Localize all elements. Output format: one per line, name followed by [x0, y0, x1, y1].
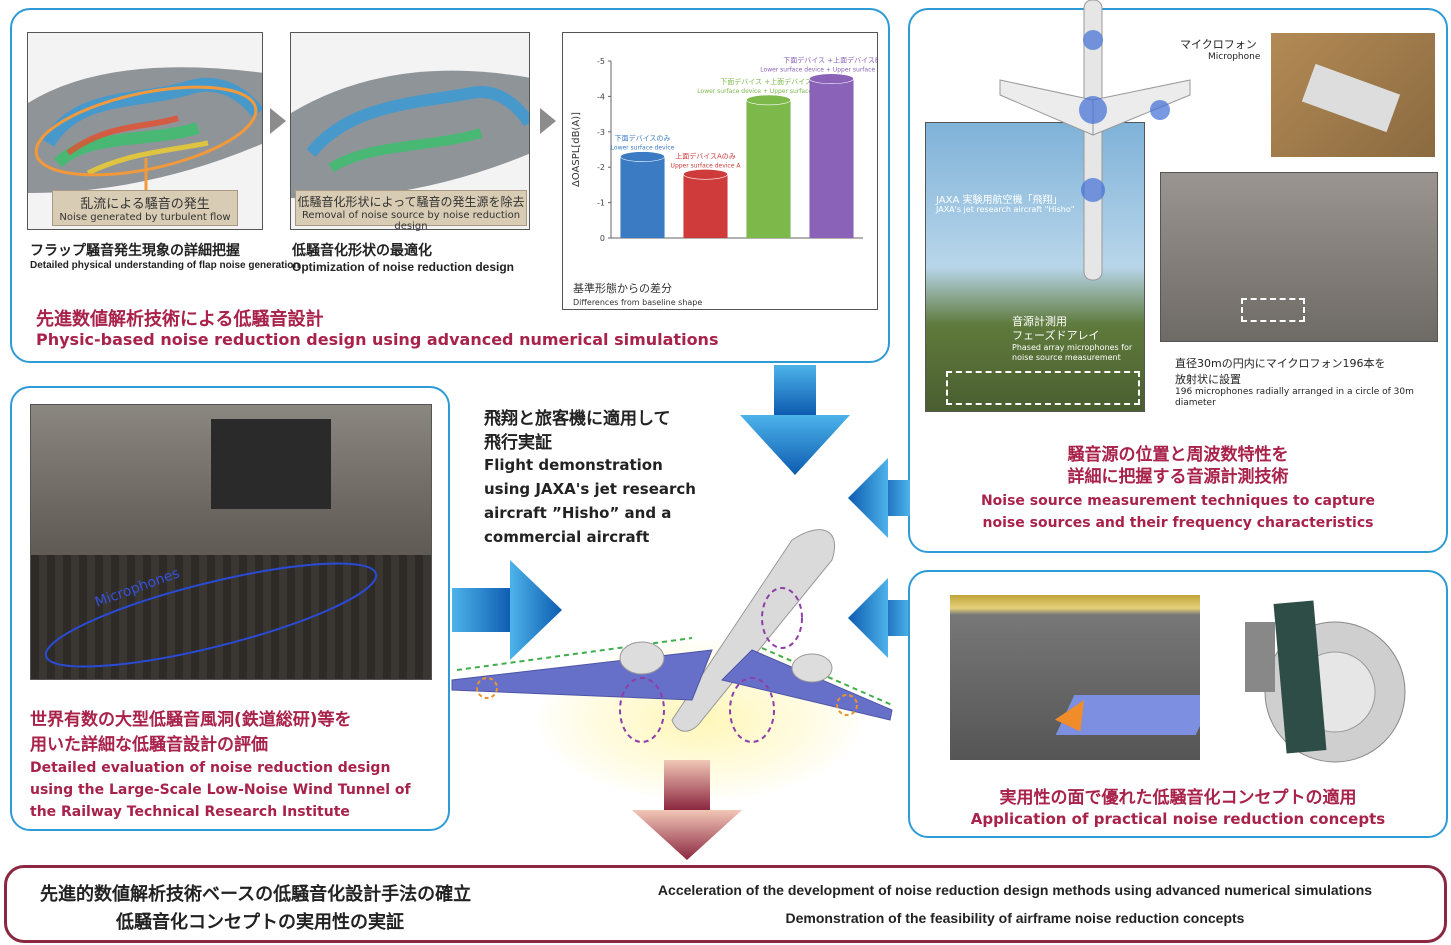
- left-arrow-icon: [848, 578, 910, 658]
- flight-demo-en2: using JAXA's jet research: [484, 480, 696, 498]
- bar: [746, 99, 791, 238]
- wind-tunnel-title-en3: the Railway Technical Research Institute: [30, 804, 350, 820]
- caption-jp: 低騒音化形状によって騒音の発生源を除去: [297, 195, 525, 209]
- y-tick-label: -1: [597, 199, 605, 208]
- bar-label-en: Lower surface device + Upper surface dev…: [760, 67, 878, 74]
- aircraft-label-en: JAXA's jet research aircraft "Hisho": [936, 205, 1075, 214]
- wind-tunnel-title-en2: using the Large-Scale Low-Noise Wind Tun…: [30, 782, 411, 798]
- down-arrow-icon: [740, 365, 850, 475]
- process-arrow-icon: [540, 108, 556, 134]
- bar-label-en: Upper surface device A: [671, 162, 742, 169]
- x-axis-label-en: Differences from baseline shape: [573, 298, 702, 307]
- bar-label-en: Lower surface device + Upper surface dev…: [697, 88, 840, 95]
- caption-jp: 乱流による騒音の発生: [80, 197, 210, 212]
- array-highlight-box: [946, 371, 1140, 405]
- outcome-box: [4, 865, 1447, 943]
- measurement-title-jp2: 詳細に把握する音源計測技術: [1067, 467, 1289, 487]
- wind-tunnel-title-jp1: 世界有数の大型低騒音風洞(鉄道総研)等を: [30, 710, 352, 730]
- turbulent-noise-caption: 乱流による騒音の発生 Noise generated by turbulent …: [52, 190, 238, 226]
- measurement-title-jp1: 騒音源の位置と周波数特性を: [1067, 445, 1289, 465]
- wind-tunnel-photo: Microphones: [30, 404, 432, 680]
- hisho-aircraft-top-view: [999, 0, 1191, 281]
- y-axis-label: ΔOASPL[dB(A)]: [571, 112, 582, 187]
- bar-label-jp: 下面デバイス +上面デバイスB: [783, 56, 878, 65]
- microphone-photo: [1268, 30, 1438, 160]
- flight-field-photo: JAXA 実験用航空機「飛翔」 JAXA's jet research airc…: [925, 122, 1145, 412]
- bar-top: [683, 168, 728, 180]
- outcome-en1: Acceleration of the development of noise…: [657, 882, 1373, 898]
- optimization-label-en: Optimization of noise reduction design: [292, 260, 515, 274]
- array-label-jp2: フェーズドアレイ: [1012, 329, 1100, 342]
- flight-demo-en3: aircraft ”Hisho” and a: [484, 504, 672, 522]
- right-arrow-icon: [452, 560, 562, 660]
- microphone-label-jp: マイクロフォン: [1180, 38, 1257, 51]
- flight-demo-en4: commercial aircraft: [484, 528, 650, 546]
- panel-title-jp: 先進数値解析技術による低騒音設計: [36, 309, 324, 330]
- flight-demo-en1: Flight demonstration: [484, 456, 663, 474]
- bar-label-en: Lower surface device: [611, 145, 675, 152]
- outcome-jp1: 先進的数値解析技術ベースの低騒音化設計手法の確立: [40, 884, 472, 905]
- noise-removal-caption: 低騒音化形状によって騒音の発生源を除去 Removal of noise sou…: [295, 190, 527, 232]
- optimization-label-jp: 低騒音化形状の最適化: [292, 243, 432, 259]
- arrangement-label-jp1: 直径30mの円内にマイクロフォン196本を: [1175, 357, 1386, 370]
- result-down-arrow-icon: [632, 760, 742, 860]
- flap-understanding-label-jp: フラップ騒音発生現象の詳細把握: [30, 243, 240, 259]
- left-arrow-icon: [848, 458, 910, 538]
- process-arrow-icon: [270, 108, 286, 134]
- microphone-array-photo: [1160, 172, 1438, 342]
- practical-title-en: Application of practical noise reduction…: [970, 810, 1386, 828]
- commercial-aircraft-illustration: [451, 529, 893, 743]
- bar: [683, 174, 728, 238]
- caption-en: Removal of noise source by noise reducti…: [301, 210, 521, 232]
- outcome-en2: Demonstration of the feasibility of airf…: [785, 910, 1245, 926]
- wind-tunnel-title-jp2: 用いた詳細な低騒音設計の評価: [30, 735, 268, 755]
- y-tick-label: -3: [597, 128, 605, 137]
- flight-demo-jp2: 飛行実証: [484, 433, 552, 453]
- array-label-jp1: 音源計測用: [1012, 315, 1067, 328]
- y-tick-label: -2: [597, 163, 605, 172]
- arrangement-label-en: 196 microphones radially arranged in a c…: [1175, 387, 1414, 408]
- array-label-en: Phased array microphones for noise sourc…: [1012, 343, 1133, 362]
- bar-label-jp: 上面デバイスAのみ: [675, 151, 736, 160]
- bar-label-jp: 下面デバイスのみ: [615, 134, 671, 143]
- bar-label-jp: 下面デバイス +上面デバイスA: [720, 77, 817, 86]
- bar-top: [620, 151, 665, 162]
- landing-gear-illustration: [1215, 582, 1410, 772]
- delta-oaspl-chart: 0 -1 -2 -3 -4 -5 ΔOASPL[dB(A)] 下面デバイスのみ Lower su…: [562, 32, 878, 310]
- chart-svg: 0 -1 -2 -3 -4 -5 ΔOASPL[dB(A)] 下面デバイスのみ Lower su…: [571, 56, 878, 307]
- caption-en: Noise generated by turbulent flow: [59, 212, 231, 223]
- y-tick-label: -5: [597, 57, 605, 66]
- bar-top: [746, 94, 791, 106]
- wind-tunnel-title-en1: Detailed evaluation of noise reduction d…: [30, 760, 391, 776]
- measurement-title-en1: Noise source measurement techniques to c…: [980, 493, 1376, 509]
- aircraft-label-jp: JAXA 実験用航空機「飛翔」: [936, 195, 1063, 206]
- flap-understanding-label-en: Detailed physical understanding of flap …: [30, 260, 300, 271]
- y-tick-label: -4: [597, 92, 605, 101]
- flap-device-illustration: [950, 595, 1200, 760]
- panel-title-en: Physic-based noise reduction design usin…: [36, 330, 719, 349]
- measurement-title-en2: noise sources and their frequency charac…: [982, 515, 1374, 531]
- bar: [620, 156, 665, 238]
- microphone-label-en: Microphone: [1208, 52, 1261, 62]
- outcome-jp2: 低騒音化コンセプトの実用性の実証: [116, 912, 404, 933]
- flight-demo-jp1: 飛翔と旅客機に適用して: [484, 409, 671, 429]
- practical-title-jp: 実用性の面で優れた低騒音化コンセプトの適用: [999, 788, 1357, 808]
- x-axis-label-jp: 基準形態からの差分: [573, 281, 672, 295]
- y-tick-label: 0: [600, 234, 605, 243]
- bar-top: [809, 73, 854, 85]
- arrangement-label-jp2: 放射状に設置: [1175, 373, 1241, 386]
- bar: [809, 78, 854, 238]
